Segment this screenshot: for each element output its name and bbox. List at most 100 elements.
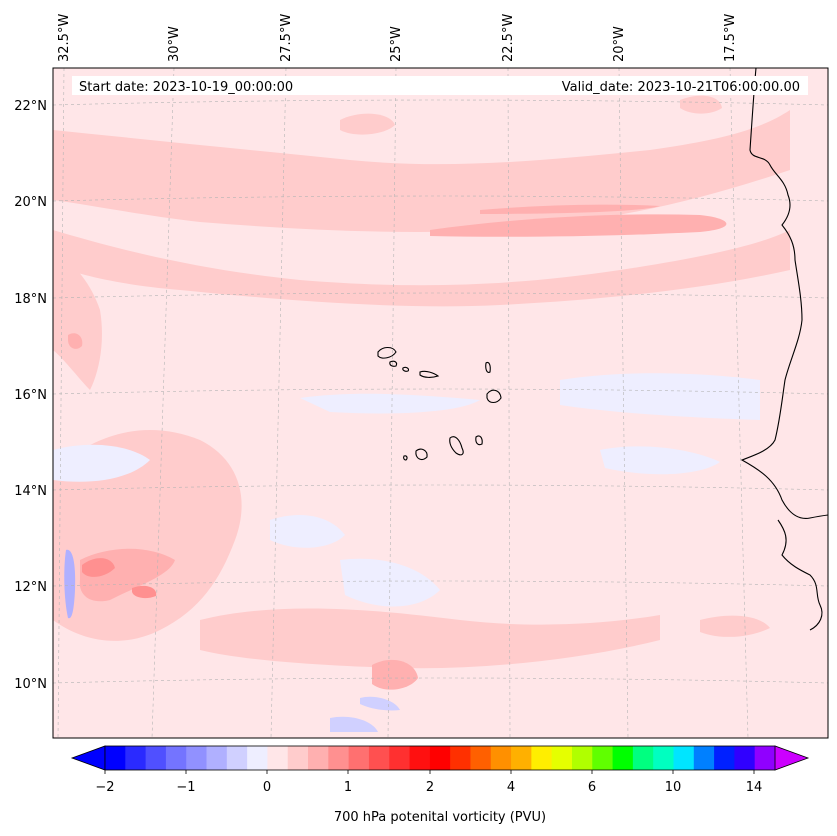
pv-negative — [53, 373, 760, 732]
colorbar-bin — [247, 746, 268, 770]
colorbar-tick-label: 0 — [263, 780, 271, 795]
pv-neg-south — [360, 696, 400, 711]
island-santiago — [449, 436, 464, 456]
colorbar-bin — [429, 746, 451, 770]
colorbar-bin — [450, 746, 471, 770]
colorbar-tick-label: 6 — [588, 780, 596, 795]
colorbar-bin — [328, 746, 350, 770]
pv-band-north-2 — [53, 230, 790, 307]
colorbar-bin — [714, 746, 735, 770]
colorbar-bin — [409, 746, 431, 770]
colorbar-bin — [287, 746, 309, 770]
colorbar-ticks — [104, 770, 755, 774]
colorbar-bin — [206, 746, 228, 770]
pv-dot — [68, 333, 83, 349]
lat-label: 20°N — [14, 195, 47, 210]
pv-band-south — [200, 608, 660, 669]
island-sal — [485, 361, 491, 373]
lon-label: 27.5°W — [279, 14, 294, 62]
colorbar-bin — [145, 746, 167, 770]
island-santa-luzia — [402, 366, 410, 372]
pv-contours — [53, 95, 790, 690]
colorbar-bin — [105, 746, 126, 770]
pv-southeast-blob — [700, 615, 770, 637]
island-sao-nicolau — [419, 370, 440, 378]
lon-label: 30°W — [167, 26, 182, 62]
lat-label: 12°N — [14, 580, 47, 595]
colorbar-bin — [368, 746, 390, 770]
lat-label: 10°N — [14, 677, 47, 692]
lon-label: 22.5°W — [501, 14, 516, 62]
colorbar-bin — [551, 746, 573, 770]
colorbar-bin — [511, 746, 532, 770]
longitude-labels: 32.5°W 30°W 27.5°W 25°W 22.5°W 20°W 17.5… — [57, 14, 738, 62]
colorbar-bin — [673, 746, 695, 770]
colorbar-bin — [632, 746, 654, 770]
colorbar-tick-label: 14 — [746, 780, 763, 795]
pv-blob-west — [53, 250, 102, 390]
africa-coastline — [740, 68, 828, 519]
pv-neg-patch-3 — [53, 444, 150, 482]
pv-sw-max-1 — [82, 558, 115, 577]
colorbar-tick-label: 1 — [344, 780, 352, 795]
islands — [377, 346, 502, 461]
island-brava — [403, 455, 408, 461]
pv-neg-patch-2 — [560, 373, 760, 420]
colorbar-tick-labels: −2 −1 0 1 2 4 6 10 14 — [95, 780, 762, 795]
island-boa-vista — [486, 389, 502, 404]
lat-label: 16°N — [14, 388, 47, 403]
colorbar-bin — [165, 746, 187, 770]
pv-neg-bottom — [330, 716, 378, 732]
lon-label: 20°W — [612, 26, 627, 62]
colorbar-bins — [105, 746, 776, 770]
colorbar-bin — [531, 746, 553, 770]
island-santo-antao — [377, 346, 397, 359]
colorbar-tick-label: 2 — [426, 780, 434, 795]
colorbar-bin — [226, 746, 248, 770]
lat-label: 22°N — [14, 99, 47, 114]
lat-label: 14°N — [14, 484, 47, 499]
colorbar-bin — [348, 746, 370, 770]
header-box — [72, 76, 808, 95]
colorbar-tick-label: −2 — [95, 780, 114, 795]
colorbar-tick-label: 10 — [665, 780, 682, 795]
colorbar-tick-label: 4 — [507, 780, 515, 795]
colorbar-bin — [693, 746, 715, 770]
start-date-text: Start date: 2023-10-19_00:00:00 — [79, 80, 293, 95]
colorbar-bin — [308, 746, 329, 770]
africa-coast-south — [777, 519, 823, 631]
pv-band-north — [53, 110, 790, 233]
lon-label: 25°W — [389, 26, 404, 62]
map-panel — [53, 68, 828, 738]
pv-streak-north — [430, 214, 727, 237]
pv-sw-max-2 — [132, 585, 157, 599]
colorbar: −2 −1 0 1 2 4 6 10 14 700 hPa potenital … — [70, 745, 810, 825]
colorbar-bin — [734, 746, 756, 770]
colorbar-bin — [186, 746, 208, 770]
island-sao-vicente — [389, 360, 398, 367]
colorbar-bin — [754, 746, 776, 770]
pv-blob-upper-right — [680, 95, 722, 114]
colorbar-bin — [592, 746, 614, 770]
map-frame — [52, 67, 829, 739]
colorbar-over-triangle — [774, 745, 810, 771]
colorbar-title: 700 hPa potenital vorticity (PVU) — [334, 810, 546, 825]
gridlines — [53, 68, 828, 738]
latitude-labels: 22°N 20°N 18°N 16°N 14°N 12°N 10°N — [14, 99, 47, 692]
valid-date-text: Valid_date: 2023-10-21T06:00:00.00 — [562, 80, 800, 95]
colorbar-bin — [267, 746, 289, 770]
coastline — [740, 68, 828, 631]
colorbar-under-triangle — [70, 745, 106, 771]
colorbar-bin — [125, 746, 147, 770]
colorbar-bin — [612, 746, 634, 770]
lon-label: 32.5°W — [57, 14, 72, 62]
colorbar-tick-label: −1 — [176, 780, 195, 795]
pv-neg-patch-4 — [270, 515, 345, 548]
pv-neg-patch-1 — [300, 393, 480, 414]
island-maio — [475, 435, 483, 446]
colorbar-frame — [104, 745, 776, 771]
pv-streak-north-2 — [480, 204, 660, 214]
colorbar-bin — [490, 746, 512, 770]
lon-label: 17.5°W — [723, 14, 738, 62]
colorbar-bin — [389, 746, 411, 770]
